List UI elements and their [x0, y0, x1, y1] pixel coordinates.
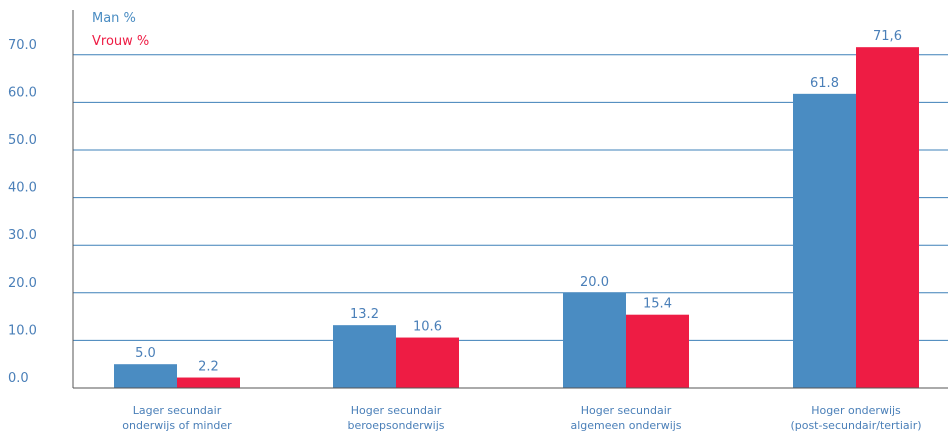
y-tick-label: 50.0 [8, 133, 37, 148]
data-label-vrouw: 2.2 [198, 360, 219, 375]
data-label-vrouw: 71,6 [873, 29, 902, 44]
bar-vrouw [177, 377, 240, 388]
bar-vrouw [856, 47, 919, 389]
y-tick-label: 30.0 [8, 228, 37, 243]
data-label-vrouw: 10.6 [413, 320, 442, 335]
data-label-man: 5.0 [135, 346, 156, 361]
bar-vrouw [396, 337, 459, 388]
legend-man: Man % [92, 11, 136, 26]
category-label: Hoger onderwijs (post-secundair/tertiair) [790, 404, 921, 432]
y-tick-label: 60.0 [8, 85, 37, 100]
data-label-man: 61.8 [810, 76, 839, 91]
bar-man [793, 93, 856, 388]
bar-man [114, 364, 177, 388]
legend-vrouw: Vrouw % [92, 34, 149, 49]
bars [114, 47, 919, 389]
y-tick-label: 70.0 [8, 38, 37, 53]
y-tick-label: 10.0 [8, 323, 37, 338]
bar-vrouw [626, 314, 689, 388]
bar-man [563, 292, 626, 388]
category-label: Lager secundair onderwijs of minder [122, 404, 232, 432]
legend: Man % Vrouw % [92, 11, 149, 49]
y-tick-label: 20.0 [8, 276, 37, 291]
y-tick-label: 40.0 [8, 181, 37, 196]
gridlines [73, 54, 948, 341]
y-tick-label: 0.0 [8, 371, 29, 386]
data-label-man: 13.2 [350, 307, 379, 322]
y-axis-ticks: 0.0 10.0 20.0 30.0 40.0 50.0 60.0 70.0 [8, 38, 37, 386]
category-label: Hoger secundair algemeen onderwijs [570, 404, 681, 432]
data-labels: 5.0 13.2 20.0 61.8 2.2 10.6 15.4 71,6 [135, 29, 902, 374]
data-label-man: 20.0 [580, 275, 609, 290]
category-label: Hoger secundair beroepsonderwijs [347, 404, 444, 432]
x-axis-categories: Lager secundair onderwijs of minder Hoger … [122, 404, 921, 432]
data-label-vrouw: 15.4 [643, 297, 672, 312]
bar-man [333, 325, 396, 388]
